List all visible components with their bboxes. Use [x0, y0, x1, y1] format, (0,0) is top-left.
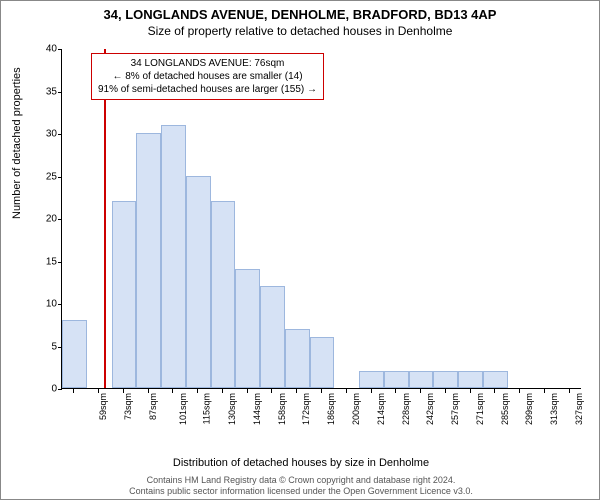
y-tick-mark [58, 92, 62, 93]
x-tick-mark [544, 389, 545, 393]
histogram-bar [62, 320, 87, 388]
x-axis-label: Distribution of detached houses by size … [1, 457, 600, 469]
y-tick-mark [58, 389, 62, 390]
annotation-box: 34 LONGLANDS AVENUE: 76sqm ← 8% of detac… [91, 53, 324, 100]
histogram-bar [211, 201, 236, 388]
x-tick-label: 59sqm [98, 393, 108, 420]
chart-title-address: 34, LONGLANDS AVENUE, DENHOLME, BRADFORD… [1, 7, 599, 22]
y-tick-label: 25 [29, 171, 57, 182]
x-tick-mark [470, 389, 471, 393]
y-axis-label: Number of detached properties [11, 67, 23, 219]
footer-line1: Contains HM Land Registry data © Crown c… [1, 475, 600, 486]
x-tick-mark [98, 389, 99, 393]
x-tick-label: 299sqm [524, 393, 534, 425]
histogram-bar [260, 286, 285, 388]
y-tick-label: 40 [29, 44, 57, 55]
histogram-bar [433, 371, 458, 388]
x-tick-label: 144sqm [252, 393, 262, 425]
y-tick-mark [58, 177, 62, 178]
y-tick-label: 30 [29, 129, 57, 140]
x-tick-mark [395, 389, 396, 393]
x-tick-label: 242sqm [425, 393, 435, 425]
x-tick-label: 271sqm [475, 393, 485, 425]
histogram-bar [285, 329, 310, 389]
plot-area: 34 LONGLANDS AVENUE: 76sqm ← 8% of detac… [61, 49, 581, 419]
x-tick-label: 257sqm [450, 393, 460, 425]
x-tick-label: 158sqm [277, 393, 287, 425]
x-tick-label: 228sqm [401, 393, 411, 425]
histogram-bar [235, 269, 260, 388]
y-tick-label: 15 [29, 256, 57, 267]
x-tick-mark [73, 389, 74, 393]
x-tick-label: 186sqm [326, 393, 336, 425]
histogram-bar [186, 176, 211, 389]
y-tick-label: 0 [29, 384, 57, 395]
y-tick-mark [58, 49, 62, 50]
x-tick-label: 214sqm [376, 393, 386, 425]
x-tick-mark [445, 389, 446, 393]
x-tick-mark [197, 389, 198, 393]
x-tick-mark [420, 389, 421, 393]
chart-subtitle: Size of property relative to detached ho… [1, 24, 599, 38]
histogram-bar [136, 133, 161, 388]
histogram-bar [359, 371, 384, 388]
footer-line2: Contains public sector information licen… [1, 486, 600, 497]
x-tick-mark [519, 389, 520, 393]
y-tick-label: 35 [29, 86, 57, 97]
x-tick-mark [494, 389, 495, 393]
x-tick-mark [346, 389, 347, 393]
x-tick-label: 73sqm [123, 393, 133, 420]
x-tick-label: 172sqm [302, 393, 312, 425]
x-tick-mark [296, 389, 297, 393]
x-tick-label: 313sqm [549, 393, 559, 425]
histogram-bar [458, 371, 483, 388]
x-tick-mark [222, 389, 223, 393]
histogram-bar [483, 371, 508, 388]
annotation-line2: ← 8% of detached houses are smaller (14) [98, 70, 317, 83]
x-tick-label: 101sqm [178, 393, 188, 425]
x-tick-label: 87sqm [148, 393, 158, 420]
x-tick-mark [271, 389, 272, 393]
chart-container: 34, LONGLANDS AVENUE, DENHOLME, BRADFORD… [0, 0, 600, 500]
histogram-bar [384, 371, 409, 388]
histogram-bar [112, 201, 137, 388]
x-tick-mark [172, 389, 173, 393]
y-tick-label: 5 [29, 341, 57, 352]
histogram-bar [409, 371, 434, 388]
y-tick-label: 10 [29, 299, 57, 310]
annotation-line1: 34 LONGLANDS AVENUE: 76sqm [98, 57, 317, 70]
y-tick-mark [58, 304, 62, 305]
annotation-line3: 91% of semi-detached houses are larger (… [98, 83, 317, 96]
y-tick-mark [58, 219, 62, 220]
histogram-bar [310, 337, 335, 388]
histogram-bar [161, 125, 186, 389]
x-tick-mark [371, 389, 372, 393]
x-tick-mark [321, 389, 322, 393]
x-tick-mark [247, 389, 248, 393]
x-tick-label: 200sqm [351, 393, 361, 425]
x-tick-mark [123, 389, 124, 393]
x-tick-label: 130sqm [227, 393, 237, 425]
x-tick-mark [569, 389, 570, 393]
x-tick-label: 285sqm [500, 393, 510, 425]
y-tick-mark [58, 262, 62, 263]
footer-attribution: Contains HM Land Registry data © Crown c… [1, 475, 600, 497]
chart-region [61, 49, 581, 389]
x-tick-label: 115sqm [202, 393, 212, 424]
x-tick-label: 327sqm [574, 393, 584, 425]
x-tick-mark [148, 389, 149, 393]
y-tick-mark [58, 134, 62, 135]
y-tick-label: 20 [29, 214, 57, 225]
